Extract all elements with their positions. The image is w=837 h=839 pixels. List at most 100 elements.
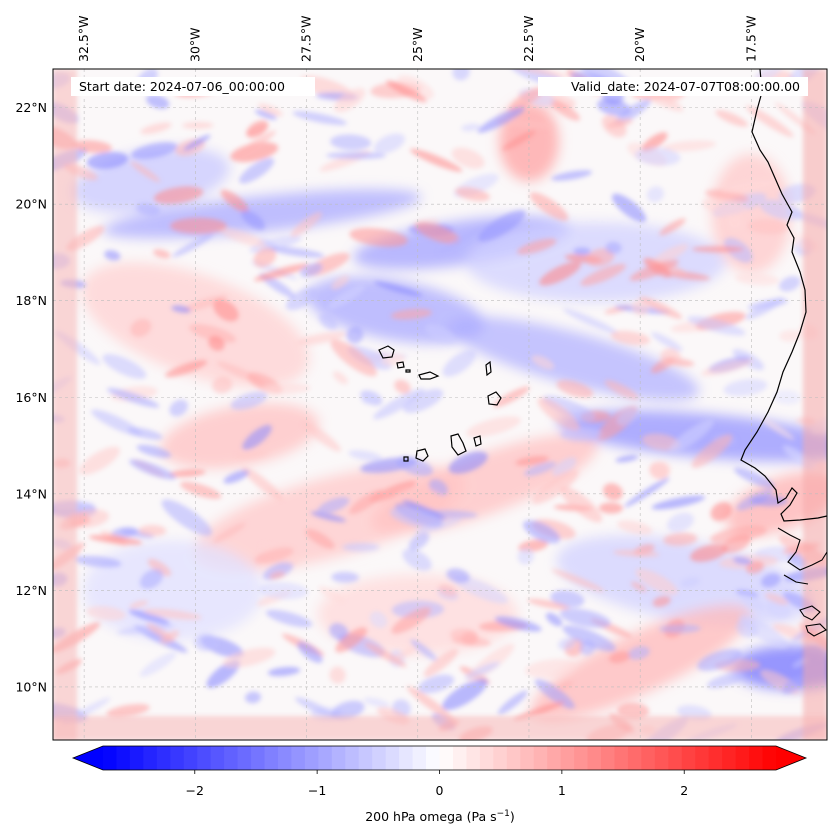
omega-cell: [171, 305, 191, 313]
omega-cell: [220, 189, 249, 213]
colorbar-segment: [170, 746, 185, 770]
omega-cell: [563, 308, 619, 334]
lat-label: 16°N: [15, 390, 47, 405]
omega-cell: [394, 646, 416, 661]
colorbar-segment: [385, 746, 400, 770]
cape-verde-islands: [378, 345, 502, 462]
colorbar-segment: [614, 746, 629, 770]
omega-cell: [168, 469, 206, 478]
colorbar-segment: [251, 746, 266, 770]
omega-cell: [373, 133, 405, 154]
omega-cell: [437, 223, 489, 254]
omega-cell: [720, 178, 780, 194]
lon-label: 17.5°W: [743, 16, 758, 62]
colorbar-outline: [71, 745, 808, 771]
map-panel: Start date: 2024-07-06_00:00:00 Valid_da…: [52, 68, 828, 741]
omega-cell: [750, 495, 788, 507]
omega-cell: [269, 246, 325, 258]
omega-cell: [414, 488, 447, 509]
omega-cell: [331, 275, 349, 290]
colorbar-segment: [641, 746, 656, 770]
colorbar-segment: [412, 746, 427, 770]
omega-cell: [691, 434, 733, 468]
omega-cell: [515, 455, 550, 466]
colorbar-segment: [183, 746, 198, 770]
omega-anomaly: [160, 403, 319, 469]
omega-cell: [558, 637, 576, 650]
omega-cell: [549, 99, 581, 121]
colorbar-segments: [103, 746, 777, 770]
omega-cell: [146, 94, 170, 109]
omega-cell: [702, 197, 749, 217]
omega-cell: [72, 140, 113, 153]
omega-cell: [310, 511, 347, 523]
omega-cell: [687, 316, 746, 336]
colorbar-segment: [520, 746, 535, 770]
longitude-labels: 32.5°W 30°W 27.5°W 25°W 22.5°W 20°W 17.5°W: [76, 16, 758, 62]
omega-cell: [107, 388, 160, 408]
omega-cell: [183, 134, 211, 151]
omega-cell: [249, 235, 302, 253]
omega-cell: [646, 186, 665, 203]
omega-cell: [616, 407, 638, 426]
colorbar-label-exponent: −1: [497, 809, 510, 819]
omega-cell: [160, 630, 180, 644]
colorbar-segment: [762, 746, 777, 770]
omega-cell: [634, 147, 681, 166]
omega-cell: [79, 446, 120, 475]
omega-cell: [258, 582, 309, 600]
colorbar-segment: [466, 746, 481, 770]
omega-cell: [477, 106, 526, 133]
omega-cell: [517, 238, 557, 255]
omega-cell: [403, 388, 444, 413]
colorbar-tick-label: 0: [436, 783, 444, 798]
omega-cell: [180, 481, 222, 499]
colorbar-segment: [143, 746, 158, 770]
omega-cell: [346, 326, 364, 344]
omega-cell: [223, 470, 249, 484]
omega-cell: [331, 571, 359, 583]
colorbar-tick-label: −2: [186, 783, 204, 798]
colorbar-tick-label: −1: [308, 783, 326, 798]
island-santo-antao: [378, 345, 395, 359]
omega-cell: [88, 534, 143, 545]
colorbar-label-main: 200 hPa omega (Pa s: [365, 809, 496, 824]
omega-cell: [580, 263, 627, 286]
omega-cell: [537, 397, 580, 431]
valid-date-box: [538, 77, 808, 96]
omega-cell: [342, 542, 380, 552]
omega-cell: [410, 639, 437, 661]
omega-cell: [423, 648, 459, 677]
map-frame: [52, 68, 828, 741]
boundary-band-bottom: [53, 716, 827, 740]
omega-cell: [253, 263, 310, 282]
omega-cell: [701, 358, 753, 376]
omega-cell: [128, 609, 170, 625]
colorbar-segment: [722, 746, 737, 770]
omega-cell: [680, 577, 700, 588]
omega-cell: [641, 433, 681, 451]
omega-cell: [130, 161, 161, 183]
omega-cell: [86, 606, 126, 621]
omega-cell: [559, 608, 611, 628]
omega-cell: [451, 147, 485, 169]
omega-cell: [527, 598, 570, 610]
omega-cell: [349, 227, 408, 247]
omega-cell: [74, 555, 122, 568]
omega-cell: [651, 461, 671, 480]
omega-cell: [705, 189, 749, 203]
omega-cell: [523, 461, 557, 477]
omega-cell: [545, 612, 563, 627]
omega-cell: [182, 121, 214, 129]
omega-cell: [573, 247, 591, 256]
colorbar-segment: [197, 746, 212, 770]
omega-cell: [285, 287, 317, 311]
omega-cell: [406, 686, 455, 723]
colorbar-segment: [695, 746, 710, 770]
omega-cell: [653, 243, 689, 265]
colorbar-segment: [358, 746, 373, 770]
colorbar-segment: [103, 746, 118, 770]
omega-cell: [660, 348, 681, 366]
omega-cell: [746, 560, 764, 574]
